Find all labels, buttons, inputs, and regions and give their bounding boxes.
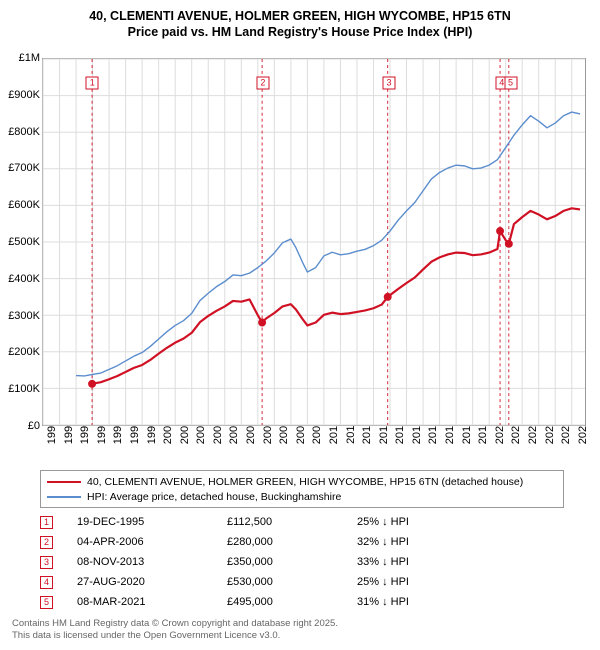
sales-row-index: 1: [40, 516, 53, 529]
y-tick-label: £800K: [0, 126, 40, 138]
sales-row-diff: 32% ↓ HPI: [357, 536, 477, 548]
sales-row: 5 08-MAR-2021£495,00031% ↓ HPI: [40, 592, 564, 612]
sale-marker-1: 1: [86, 77, 99, 90]
sales-row: 4 27-AUG-2020£530,00025% ↓ HPI: [40, 572, 564, 592]
sales-row-diff: 25% ↓ HPI: [357, 516, 477, 528]
y-tick-label: £600K: [0, 199, 40, 211]
sales-row-price: £280,000: [227, 536, 357, 548]
sales-row-price: £350,000: [227, 556, 357, 568]
title-line-2: Price paid vs. HM Land Registry's House …: [10, 24, 590, 40]
y-tick-label: £500K: [0, 236, 40, 248]
legend-swatch: [47, 481, 81, 483]
legend: 40, CLEMENTI AVENUE, HOLMER GREEN, HIGH …: [40, 470, 564, 508]
y-tick-label: £0: [0, 420, 40, 432]
y-tick-label: £100K: [0, 383, 40, 395]
sales-row-price: £530,000: [227, 576, 357, 588]
sale-marker-3: 3: [382, 77, 395, 90]
y-tick-label: £900K: [0, 89, 40, 101]
sales-row-index: 2: [40, 536, 53, 549]
sales-row-date: 08-MAR-2021: [77, 596, 227, 608]
sales-row-diff: 25% ↓ HPI: [357, 576, 477, 588]
legend-item: 40, CLEMENTI AVENUE, HOLMER GREEN, HIGH …: [47, 474, 557, 489]
chart-container: 40, CLEMENTI AVENUE, HOLMER GREEN, HIGH …: [0, 0, 600, 650]
title-block: 40, CLEMENTI AVENUE, HOLMER GREEN, HIGH …: [0, 0, 600, 45]
sales-row-date: 19-DEC-1995: [77, 516, 227, 528]
y-tick-label: £300K: [0, 310, 40, 322]
sales-row: 2 04-APR-2006£280,00032% ↓ HPI: [40, 532, 564, 552]
footer-line-1: Contains HM Land Registry data © Crown c…: [12, 618, 338, 630]
y-tick-label: £400K: [0, 273, 40, 285]
sales-row-index: 3: [40, 556, 53, 569]
sales-row-diff: 33% ↓ HPI: [357, 556, 477, 568]
sales-row: 1 19-DEC-1995£112,50025% ↓ HPI: [40, 512, 564, 532]
sales-row-diff: 31% ↓ HPI: [357, 596, 477, 608]
sale-marker-2: 2: [256, 77, 269, 90]
y-tick-label: £200K: [0, 346, 40, 358]
chart-plot-area: 12345: [42, 58, 586, 426]
y-tick-label: £1M: [0, 52, 40, 64]
legend-label: HPI: Average price, detached house, Buck…: [87, 491, 341, 503]
sales-row-price: £495,000: [227, 596, 357, 608]
footer-line-2: This data is licensed under the Open Gov…: [12, 630, 338, 642]
sale-marker-5: 5: [504, 77, 517, 90]
title-line-1: 40, CLEMENTI AVENUE, HOLMER GREEN, HIGH …: [10, 8, 590, 24]
sales-row: 3 08-NOV-2013£350,00033% ↓ HPI: [40, 552, 564, 572]
sales-row-index: 5: [40, 596, 53, 609]
sales-row-date: 04-APR-2006: [77, 536, 227, 548]
sales-row-date: 27-AUG-2020: [77, 576, 227, 588]
legend-item: HPI: Average price, detached house, Buck…: [47, 489, 557, 504]
sales-row-date: 08-NOV-2013: [77, 556, 227, 568]
sales-row-price: £112,500: [227, 516, 357, 528]
sales-row-index: 4: [40, 576, 53, 589]
chart-svg: [43, 59, 585, 425]
legend-label: 40, CLEMENTI AVENUE, HOLMER GREEN, HIGH …: [87, 476, 523, 488]
sales-table: 119-DEC-1995£112,50025% ↓ HPI204-APR-200…: [40, 512, 564, 612]
y-tick-label: £700K: [0, 162, 40, 174]
legend-swatch: [47, 496, 81, 498]
footer: Contains HM Land Registry data © Crown c…: [12, 618, 338, 642]
